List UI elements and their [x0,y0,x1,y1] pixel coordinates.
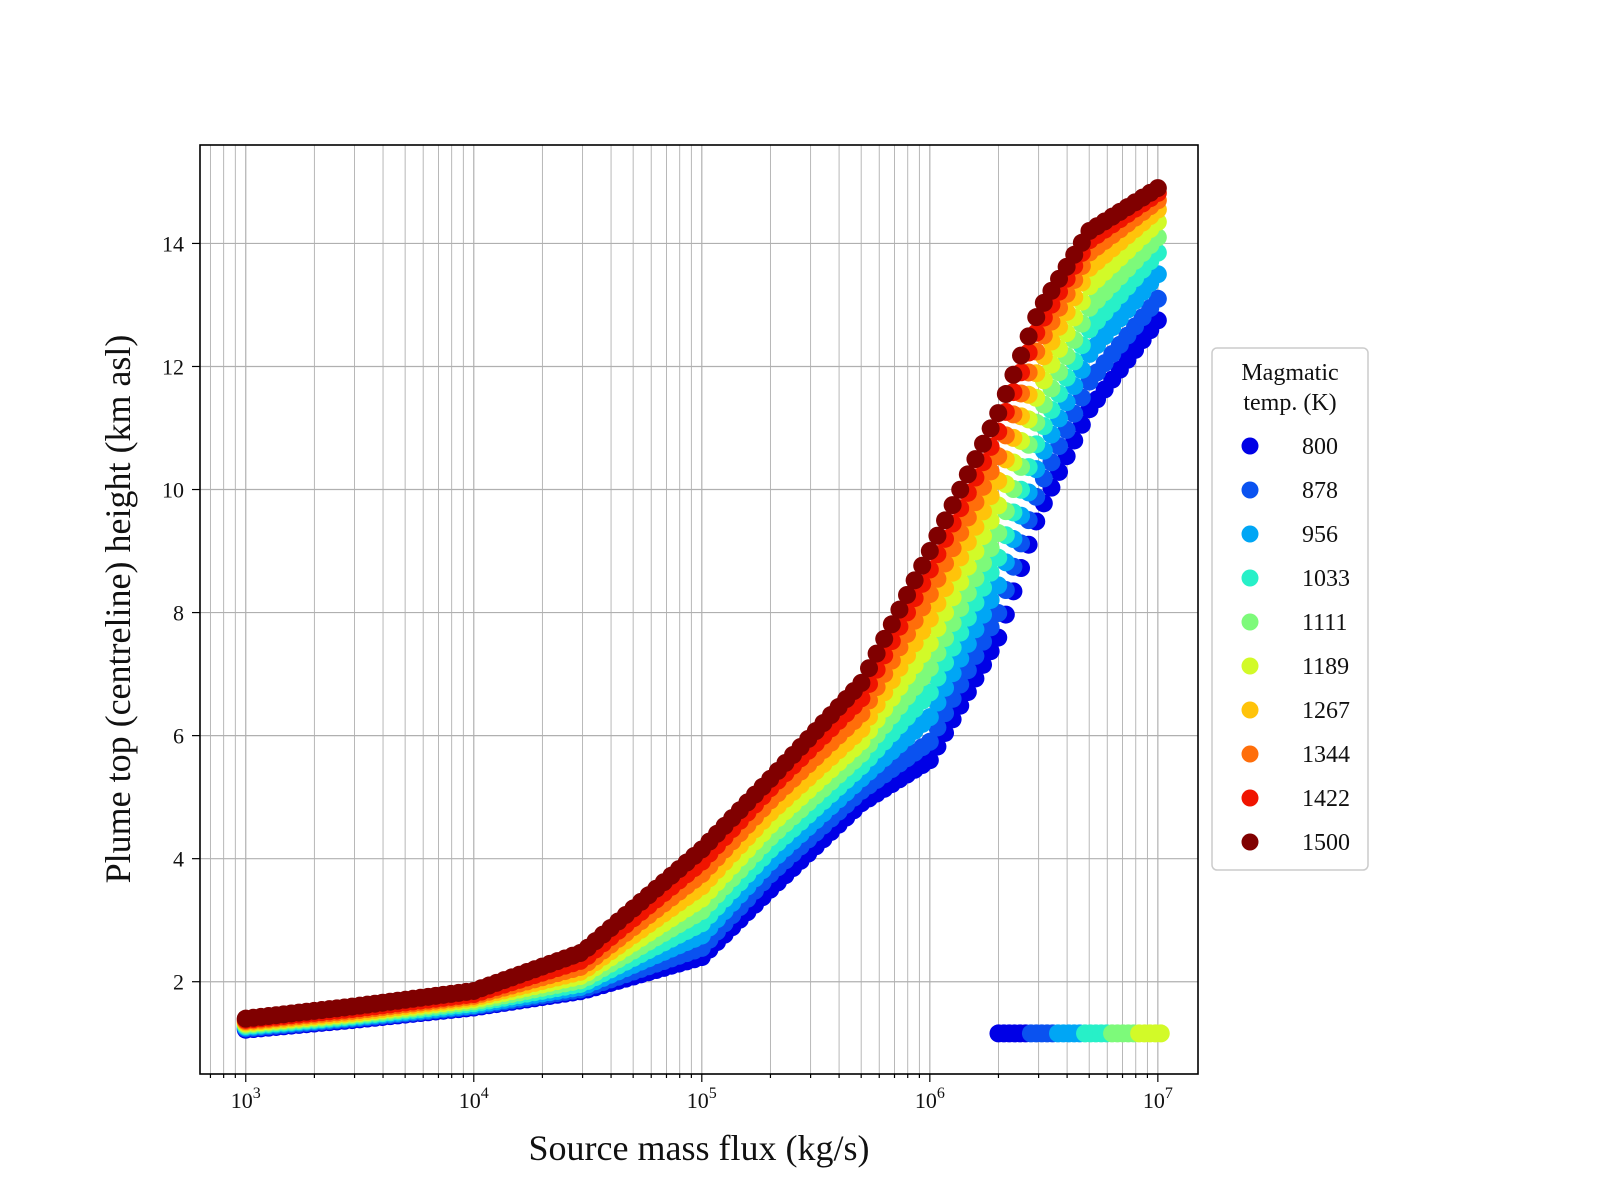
point-1500 [989,404,1008,423]
x-tick-label: 107 [1143,1085,1173,1113]
legend: Magmatic temp. (K) 800 878 956 1033 1111 1189… [1211,347,1369,871]
point-878 [920,732,939,751]
legend-label-1033: 1033 [1302,566,1350,592]
point-956 [1148,265,1167,284]
low-branch-point [1151,1024,1170,1043]
point-1500 [936,511,955,530]
plot-frame [199,144,1199,1075]
legend-marker-1500 [1241,833,1259,851]
legend-label-1111: 1111 [1302,610,1347,636]
legend-marker-1422 [1241,789,1259,807]
y-axis-label: Plume top (centreline) height (km asl) [98,335,138,884]
point-1500 [860,659,879,678]
point-800 [920,751,939,770]
x-tick-label: 103 [231,1085,261,1113]
point-1500 [928,526,947,545]
legend-label-1344: 1344 [1302,742,1350,768]
point-1500 [1019,327,1038,346]
legend-label-800: 800 [1302,434,1338,460]
data-points [236,179,1170,1043]
x-tick-base: 10 [915,1088,937,1113]
legend-title-line1: Magmatic [1241,360,1338,386]
low-branch-points [989,1024,1170,1043]
y-tick-label: 4 [173,847,184,872]
x-tick-base: 10 [459,1088,481,1113]
point-1500 [958,465,977,484]
point-1500 [913,556,932,575]
x-tick-exponent: 5 [709,1085,717,1102]
y-tick-label: 14 [162,231,184,256]
x-axis-label: Source mass flux (kg/s) [529,1128,870,1168]
x-tick-base: 10 [231,1088,253,1113]
y-tick-label: 2 [173,970,184,995]
point-1500 [981,419,1000,438]
legend-label-956: 956 [1302,522,1338,548]
point-1111 [920,658,939,677]
x-tick-base: 10 [687,1088,709,1113]
y-tick-label: 10 [162,478,184,503]
legend-marker-1344 [1241,745,1259,763]
point-1500 [875,629,894,648]
y-tick-label: 8 [173,601,184,626]
legend-marker-800 [1241,437,1259,455]
x-tick-label: 104 [459,1085,489,1113]
point-1033 [920,683,939,702]
x-tick-label: 105 [687,1085,717,1113]
point-1500 [920,542,939,561]
point-878 [989,604,1008,623]
legend-marker-878 [1241,481,1259,499]
point-1500 [966,450,985,469]
point-1500 [1004,365,1023,384]
y-tick-label: 6 [173,724,184,749]
point-956 [920,708,939,727]
point-1500 [1148,179,1167,198]
legend-marker-956 [1241,525,1259,543]
point-1500 [1027,308,1046,327]
legend-title-line2: temp. (K) [1243,390,1336,416]
legend-label-1500: 1500 [1302,830,1350,856]
legend-label-1422: 1422 [1302,786,1350,812]
legend-marker-1267 [1241,701,1259,719]
x-tick-label: 106 [915,1085,945,1113]
legend-label-1189: 1189 [1302,654,1349,680]
x-tick-exponent: 4 [481,1085,489,1102]
point-1500 [852,673,871,692]
legend-marker-1111 [1241,613,1259,631]
point-1500 [974,434,993,453]
point-1500 [943,496,962,515]
legend-marker-1033 [1241,569,1259,587]
x-tick-base: 10 [1143,1088,1165,1113]
point-1500 [890,600,909,619]
point-1500 [867,644,886,663]
y-tick-label: 12 [162,354,184,379]
legend-box [1211,347,1369,871]
point-1500 [898,585,917,604]
point-1500 [1012,346,1031,365]
legend-entries: 800 878 956 1033 1111 1189 1267 1344 1422 1500 [1241,434,1350,856]
legend-label-1267: 1267 [1302,698,1350,724]
point-1500 [951,480,970,499]
point-878 [1148,289,1167,308]
x-tick-exponent: 3 [253,1085,261,1102]
point-1500 [882,615,901,634]
x-tick-exponent: 6 [937,1085,945,1102]
legend-label-878: 878 [1302,478,1338,504]
point-1500 [996,385,1015,404]
point-1500 [905,571,924,590]
series-1500 [236,179,1167,1028]
legend-marker-1189 [1241,657,1259,675]
x-tick-exponent: 7 [1165,1085,1173,1102]
